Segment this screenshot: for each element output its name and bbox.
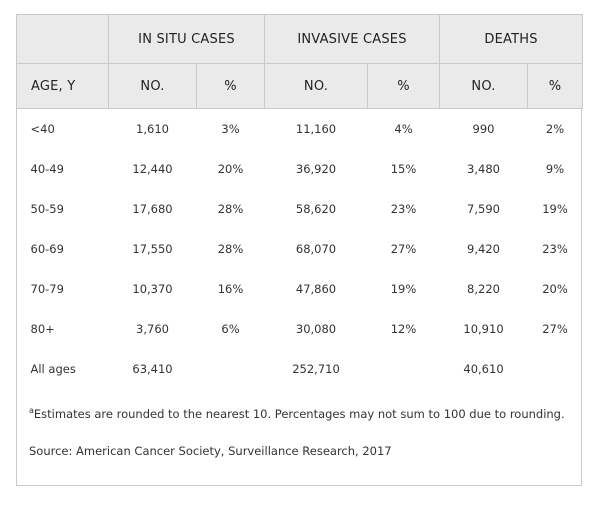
deaths-no-cell: 3,480 (467, 162, 500, 176)
invasive-pct-cell: 4% (394, 122, 413, 136)
footnote-marker: a (29, 406, 34, 415)
source-note: Source: American Cancer Society, Surveil… (29, 444, 392, 458)
totals-deaths-pct (528, 349, 583, 389)
column-header-row: AGE, Y NO. % NO. % NO. % (16, 63, 584, 109)
deaths-no-cell: 990 (472, 122, 495, 136)
totals-in-situ-no: 63,410 (132, 362, 173, 376)
in-situ-no-cell: 12,440 (132, 162, 173, 176)
totals-invasive-no: 252,710 (292, 362, 340, 376)
invasive-no-cell: 11,160 (295, 122, 337, 136)
invasive-pct-cell: 23% (390, 202, 417, 216)
deaths-pct-cell: 23% (542, 242, 568, 256)
deaths-pct-cell: 19% (542, 202, 568, 216)
invasive-pct-cell: 19% (390, 282, 417, 296)
corner-cell (16, 14, 109, 64)
invasive-pct-cell: 27% (390, 242, 417, 256)
totals-deaths-no: 40,610 (463, 362, 504, 376)
age-cell: 40-49 (30, 162, 64, 176)
invasive-no-cell: 58,620 (295, 202, 337, 216)
table-row: 50-59 17,680 28% 58,620 23% 7,590 19% (17, 189, 583, 229)
invasive-no-cell: 36,920 (295, 162, 337, 176)
column-header-age: AGE, Y (16, 63, 109, 109)
totals-in-situ-pct (197, 349, 265, 389)
footnote-text: Estimates are rounded to the nearest 10.… (33, 407, 565, 421)
table-row: 80+ 3,760 6% 30,080 12% 10,910 27% (17, 309, 583, 349)
totals-label: All ages (30, 362, 76, 376)
age-cell: 80+ (30, 322, 55, 336)
in-situ-no-cell: 1,610 (136, 122, 169, 136)
group-header-invasive: INVASIVE CASES (263, 14, 441, 64)
table-row: <40 1,610 3% 11,160 4% 990 2% (17, 109, 583, 150)
table-row: 60-69 17,550 28% 68,070 27% 9,420 23% (17, 229, 583, 269)
deaths-pct-cell: 9% (545, 162, 565, 176)
column-header-invasive-pct: % (366, 63, 441, 109)
totals-invasive-pct (368, 349, 440, 389)
invasive-no-cell: 68,070 (295, 242, 337, 256)
table-row: 70-79 10,370 16% 47,860 19% 8,220 20% (17, 269, 583, 309)
in-situ-pct-cell: 3% (221, 122, 240, 136)
table-row: 40-49 12,440 20% 36,920 15% 3,480 9% (17, 149, 583, 189)
in-situ-pct-cell: 16% (217, 282, 244, 296)
age-cell: <40 (30, 122, 55, 136)
group-header-in-situ: IN SITU CASES (108, 14, 265, 64)
data-table: IN SITU CASES INVASIVE CASES DEATHS AGE,… (16, 14, 584, 389)
in-situ-no-cell: 10,370 (132, 282, 173, 296)
column-header-deaths-pct: % (527, 63, 584, 109)
in-situ-pct-cell: 28% (217, 202, 244, 216)
footnote: aEstimates are rounded to the nearest 10… (29, 403, 569, 422)
invasive-pct-cell: 12% (390, 322, 417, 336)
table-notes: aEstimates are rounded to the nearest 10… (29, 403, 569, 459)
group-header-row: IN SITU CASES INVASIVE CASES DEATHS (16, 14, 584, 64)
column-header-in-situ-pct: % (196, 63, 265, 109)
invasive-pct-cell: 15% (390, 162, 417, 176)
in-situ-no-cell: 17,550 (132, 242, 173, 256)
column-header-deaths-no: NO. (439, 63, 529, 109)
column-header-in-situ-no: NO. (108, 63, 197, 109)
column-header-invasive-no: NO. (264, 63, 368, 109)
deaths-pct-cell: 2% (545, 122, 565, 136)
group-header-deaths: DEATHS (439, 14, 584, 64)
in-situ-pct-cell: 6% (221, 322, 240, 336)
deaths-no-cell: 7,590 (467, 202, 500, 216)
deaths-no-cell: 8,220 (467, 282, 500, 296)
deaths-pct-cell: 20% (542, 282, 568, 296)
in-situ-pct-cell: 20% (217, 162, 244, 176)
in-situ-no-cell: 3,760 (136, 322, 169, 336)
invasive-no-cell: 30,080 (295, 322, 337, 336)
deaths-pct-cell: 27% (542, 322, 568, 336)
age-cell: 70-79 (30, 282, 64, 296)
in-situ-pct-cell: 28% (217, 242, 244, 256)
deaths-no-cell: 9,420 (467, 242, 500, 256)
age-cell: 50-59 (30, 202, 64, 216)
invasive-no-cell: 47,860 (295, 282, 337, 296)
totals-row: All ages 63,410 252,710 40,610 (17, 349, 583, 389)
table-container: IN SITU CASES INVASIVE CASES DEATHS AGE,… (16, 14, 584, 486)
in-situ-no-cell: 17,680 (132, 202, 173, 216)
deaths-no-cell: 10,910 (463, 322, 504, 336)
age-cell: 60-69 (30, 242, 64, 256)
